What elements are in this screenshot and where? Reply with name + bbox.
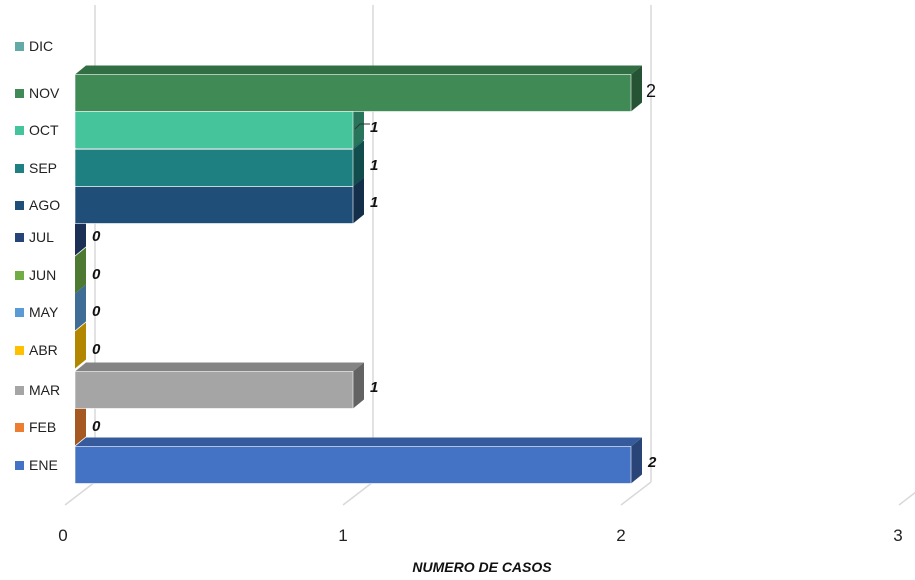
x-tick-label: 3: [893, 526, 902, 545]
bar-abr: [75, 322, 86, 369]
data-label-sep: 1: [370, 157, 378, 174]
legend-item-nov: NOV: [15, 85, 60, 101]
legend-label: OCT: [29, 122, 59, 138]
legend-item-mar: MAR: [15, 382, 60, 398]
legend-item-may: MAY: [15, 304, 59, 320]
legend-label: JUN: [29, 267, 56, 283]
x-tick-label: 2: [616, 526, 625, 545]
data-label-jun: 0: [92, 266, 101, 283]
leader-line: [354, 123, 370, 130]
legend-swatch: [15, 346, 24, 355]
legend-swatch: [15, 201, 24, 210]
legend-label: ENE: [29, 457, 58, 473]
legend-label: JUL: [29, 229, 54, 245]
data-label-nov: 2: [646, 81, 656, 101]
legend-swatch: [15, 233, 24, 242]
x-axis-title: NUMERO DE CASOS: [412, 559, 552, 575]
legend-label: DIC: [29, 38, 53, 54]
legend-label: AGO: [29, 197, 60, 213]
data-labels: 2 0 1 0 0 0 0 1 1 1 2: [92, 81, 657, 471]
bar-feb: [75, 399, 86, 446]
bar-ene: [74, 437, 642, 484]
legend-item-jul: JUL: [15, 229, 54, 245]
bar-mar: [74, 362, 364, 409]
legend-label: MAY: [29, 304, 59, 320]
legend-swatch: [15, 308, 24, 317]
legend-swatch: [15, 89, 24, 98]
legend-label: NOV: [29, 85, 60, 101]
legend-swatch: [15, 126, 24, 135]
bar-nov: [74, 65, 642, 112]
data-label-ago: 1: [370, 194, 378, 211]
data-label-may: 0: [92, 303, 101, 320]
floor-line: [342, 481, 374, 506]
legend-item-jun: JUN: [15, 267, 56, 283]
x-tick-label: 0: [58, 526, 67, 545]
legend-label: SEP: [29, 160, 57, 176]
data-label-ene: 2: [647, 454, 657, 471]
data-label-feb: 0: [92, 418, 101, 435]
legend-swatch: [15, 271, 24, 280]
floor-line: [898, 491, 915, 506]
bar-may: [75, 284, 86, 331]
legend-label: ABR: [29, 342, 58, 358]
data-label-abr: 0: [92, 341, 101, 358]
x-axis-ticks: 0 1 2 3: [58, 526, 902, 545]
legend-item-abr: ABR: [15, 342, 58, 358]
legend-label: FEB: [29, 419, 56, 435]
legend-item-feb: FEB: [15, 419, 56, 435]
legend-item-ene: ENE: [15, 457, 58, 473]
legend-item-dic: DIC: [15, 38, 53, 54]
legend-swatch: [15, 164, 24, 173]
floor-line: [620, 481, 652, 506]
legend-item-sep: SEP: [15, 160, 57, 176]
legend-swatch: [15, 461, 24, 470]
legend-swatch: [15, 42, 24, 51]
legend-item-oct: OCT: [15, 122, 59, 138]
legend: ENE FEB MAR ABR MAY JUN JUL AGO SEP OCT NOV DIC: [15, 38, 60, 473]
legend-swatch: [15, 423, 24, 432]
floor-line: [64, 481, 96, 506]
legend-item-ago: AGO: [15, 197, 60, 213]
data-label-oct: 1: [370, 119, 378, 136]
legend-swatch: [15, 386, 24, 395]
bars: [74, 65, 642, 484]
bar-jun: [75, 247, 86, 294]
legend-label: MAR: [29, 382, 60, 398]
x-tick-label: 1: [338, 526, 347, 545]
data-label-jul: 0: [92, 228, 101, 245]
data-label-mar: 1: [370, 379, 378, 396]
